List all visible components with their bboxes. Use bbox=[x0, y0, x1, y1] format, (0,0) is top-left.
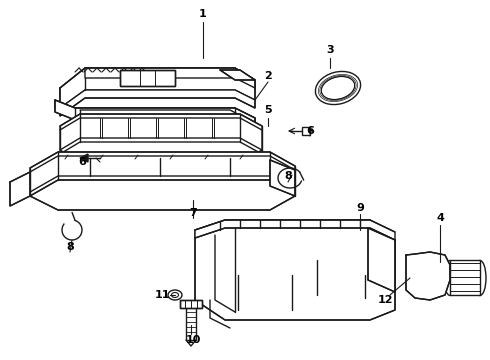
Text: 6: 6 bbox=[78, 157, 86, 167]
Text: 3: 3 bbox=[326, 45, 334, 55]
Bar bbox=[88, 154, 96, 162]
Ellipse shape bbox=[316, 71, 361, 104]
Polygon shape bbox=[120, 70, 175, 86]
Ellipse shape bbox=[172, 292, 178, 297]
Text: 11: 11 bbox=[154, 290, 170, 300]
Text: 6: 6 bbox=[306, 126, 314, 136]
Text: 7: 7 bbox=[189, 208, 197, 218]
Ellipse shape bbox=[444, 261, 456, 296]
Polygon shape bbox=[406, 252, 450, 300]
Text: 12: 12 bbox=[377, 295, 393, 305]
Polygon shape bbox=[195, 220, 395, 240]
Text: 5: 5 bbox=[264, 105, 272, 115]
Polygon shape bbox=[60, 114, 262, 162]
Polygon shape bbox=[270, 160, 295, 196]
Polygon shape bbox=[30, 152, 295, 210]
Polygon shape bbox=[368, 228, 395, 292]
Ellipse shape bbox=[415, 262, 445, 292]
Text: 9: 9 bbox=[356, 203, 364, 213]
Polygon shape bbox=[180, 300, 202, 308]
Polygon shape bbox=[450, 260, 480, 295]
Text: 10: 10 bbox=[185, 335, 201, 345]
Ellipse shape bbox=[419, 266, 441, 288]
Polygon shape bbox=[10, 172, 30, 206]
Polygon shape bbox=[60, 90, 255, 116]
Ellipse shape bbox=[321, 76, 355, 99]
Polygon shape bbox=[195, 220, 395, 320]
Text: 8: 8 bbox=[284, 171, 292, 181]
Polygon shape bbox=[60, 68, 255, 108]
Polygon shape bbox=[60, 68, 255, 98]
Ellipse shape bbox=[168, 290, 182, 300]
Polygon shape bbox=[80, 154, 88, 162]
Polygon shape bbox=[55, 100, 255, 126]
Text: 1: 1 bbox=[199, 9, 207, 19]
Polygon shape bbox=[220, 70, 255, 80]
Polygon shape bbox=[55, 100, 255, 126]
Ellipse shape bbox=[474, 261, 486, 296]
Text: 4: 4 bbox=[436, 213, 444, 223]
Bar bbox=[302, 127, 310, 135]
Text: 8: 8 bbox=[66, 242, 74, 252]
Text: 2: 2 bbox=[264, 71, 272, 81]
